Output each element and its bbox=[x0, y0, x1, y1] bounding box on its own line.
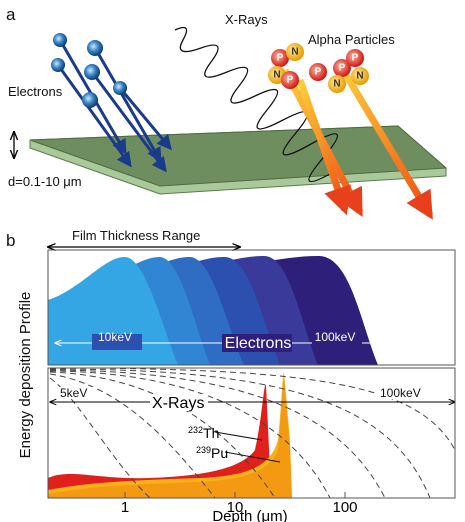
electron-low-label: 10keV bbox=[98, 330, 132, 344]
electrons-label: Electrons bbox=[8, 84, 63, 99]
isotope-label: 239Pu bbox=[196, 445, 228, 461]
xray-label: X-Rays bbox=[152, 395, 204, 412]
svg-text:P: P bbox=[277, 53, 284, 64]
isotope-label: 232Th bbox=[188, 425, 219, 441]
svg-text:P: P bbox=[339, 63, 346, 74]
panel-label: a bbox=[6, 5, 16, 24]
alpha-label: Alpha Particles bbox=[308, 32, 395, 47]
xray-high-label: 100keV bbox=[380, 386, 421, 400]
electron-high-label: 100keV bbox=[315, 330, 356, 344]
x-axis-label: Depth (μm) bbox=[212, 508, 287, 522]
svg-text:P: P bbox=[315, 67, 322, 78]
xray-low-label: 5keV bbox=[60, 386, 87, 400]
svg-text:P: P bbox=[287, 75, 294, 86]
figure: a d=0.1-10 μm Electrons X-Rays P N N P P… bbox=[0, 0, 465, 522]
x-rays-label: X-Rays bbox=[225, 12, 268, 27]
svg-text:P: P bbox=[352, 53, 359, 64]
leader bbox=[215, 432, 262, 440]
panel-label: b bbox=[6, 231, 15, 250]
svg-text:N: N bbox=[333, 79, 340, 90]
x-tick-label: 1 bbox=[121, 499, 129, 516]
svg-text:N: N bbox=[291, 47, 298, 58]
thickness-label: d=0.1-10 μm bbox=[8, 174, 82, 189]
film-range-label: Film Thickness Range bbox=[72, 228, 200, 243]
electron-label: Electrons bbox=[225, 335, 292, 352]
x-tick-label: 100 bbox=[332, 499, 357, 516]
svg-text:N: N bbox=[273, 70, 280, 81]
svg-text:N: N bbox=[356, 71, 363, 82]
y-axis-label: Energy deposition Profile bbox=[17, 292, 34, 459]
